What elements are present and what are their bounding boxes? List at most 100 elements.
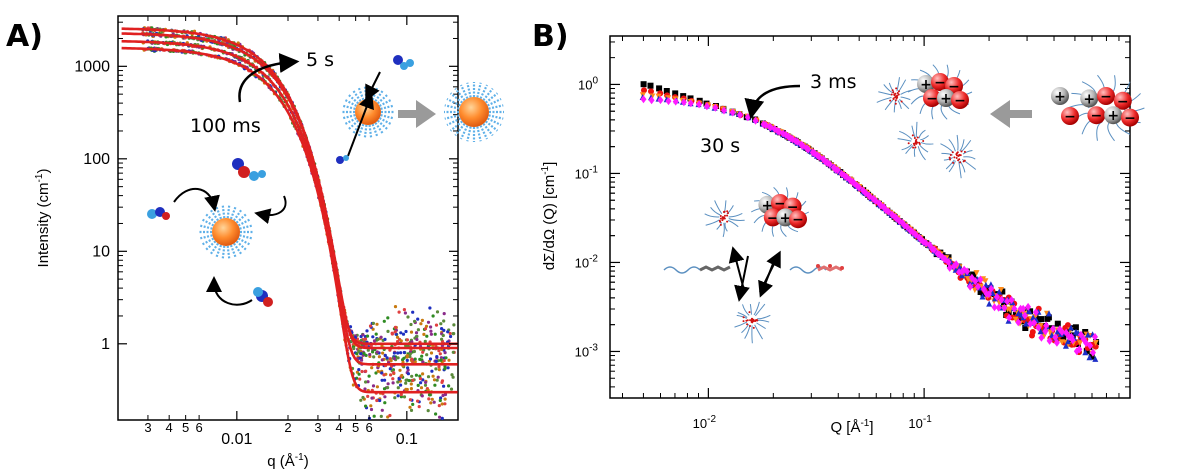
data-point — [805, 145, 812, 154]
corona-chain — [446, 117, 461, 127]
positive-charge-icon — [1051, 87, 1069, 105]
core-bead — [949, 158, 952, 161]
data-point — [425, 353, 429, 357]
corona-chain — [239, 234, 254, 240]
corona-chain — [454, 87, 466, 101]
core-bead — [719, 214, 722, 217]
panel-b-y-axis-label: dΣ/dΩ (Q) [cm-1] — [540, 162, 558, 271]
corona-chain — [357, 87, 365, 101]
data-point — [414, 373, 418, 377]
core-bead — [895, 87, 898, 90]
data-point — [834, 166, 841, 175]
data-point — [1087, 341, 1094, 350]
data-point — [672, 90, 679, 97]
charge-sign: − — [1100, 89, 1112, 105]
data-point — [435, 355, 439, 359]
data-point — [998, 295, 1005, 304]
negative-charge-icon — [931, 73, 949, 91]
corona-chain — [204, 240, 217, 252]
data-point — [696, 100, 703, 109]
corona-chain — [226, 204, 231, 219]
data-point — [424, 380, 428, 384]
data-point — [371, 384, 376, 388]
data-point — [418, 377, 423, 381]
data-point — [366, 394, 370, 398]
data-point — [375, 385, 379, 389]
corona-chain — [235, 240, 248, 252]
data-point — [402, 308, 406, 312]
data-point — [996, 288, 1003, 295]
corona-chain — [920, 142, 934, 145]
data-point — [396, 380, 400, 384]
data-point — [1006, 313, 1013, 322]
data-point — [1068, 324, 1074, 331]
negative-charge-icon — [1061, 107, 1079, 125]
data-point — [435, 378, 439, 382]
data-point — [440, 402, 444, 406]
data-point — [357, 368, 361, 372]
core-bead — [913, 136, 916, 139]
charge-sign: − — [1064, 109, 1076, 125]
panel-b-exchange-arrow — [728, 246, 745, 291]
data-point — [369, 407, 374, 412]
panel-b-x-axis-label: Q [Å-1] — [830, 418, 873, 436]
core-bead — [742, 320, 745, 323]
panel-a-time-arrow — [238, 53, 300, 103]
data-point — [442, 384, 446, 388]
data-point — [362, 351, 366, 356]
data-point — [987, 281, 994, 288]
core-bead — [916, 136, 919, 139]
data-point — [389, 359, 393, 363]
data-point — [443, 351, 447, 355]
data-point — [1053, 338, 1060, 347]
data-point — [665, 97, 672, 106]
core-bead — [952, 161, 955, 164]
data-point — [441, 333, 445, 338]
data-point — [440, 327, 444, 331]
corona-chain — [919, 144, 929, 153]
panel-b-illustrations: + − −− + − + − −− + −+−+ − −− + − — [704, 64, 1145, 344]
micelle-icon — [444, 82, 504, 142]
data-point — [1042, 327, 1049, 336]
data-point — [440, 416, 444, 420]
data-point — [379, 335, 383, 339]
core-bead — [892, 91, 895, 94]
corona-chain — [466, 82, 472, 98]
core-bead — [749, 319, 752, 322]
data-point — [436, 375, 440, 379]
data-point — [419, 322, 423, 326]
data-point — [380, 358, 384, 362]
data-point — [392, 371, 396, 375]
corona-chain — [917, 146, 926, 161]
charge-sign: − — [948, 79, 960, 95]
data-point — [423, 327, 428, 331]
core-bead — [719, 223, 722, 226]
charge-sign: − — [934, 75, 946, 91]
corona-chain — [363, 86, 368, 100]
data-point — [365, 334, 370, 338]
data-point — [370, 396, 374, 400]
data-point — [398, 368, 402, 372]
data-point — [444, 356, 448, 360]
x-tick-label: 10-2 — [693, 414, 717, 431]
corona-chain — [377, 119, 389, 131]
data-point — [382, 373, 386, 377]
data-point — [428, 357, 433, 361]
core-bead — [955, 156, 958, 159]
data-point — [390, 332, 394, 336]
data-point — [443, 397, 447, 401]
data-point — [953, 260, 960, 269]
corona-chain — [380, 114, 394, 120]
charge-sign: + — [1107, 108, 1119, 124]
data-point — [402, 350, 406, 355]
panel-b-time-arrow — [744, 84, 801, 120]
corona-chain — [948, 160, 956, 173]
data-point — [364, 380, 368, 384]
core-bead — [896, 91, 899, 94]
corona-chain — [897, 138, 912, 142]
data-point — [371, 335, 375, 339]
data-point — [429, 325, 433, 329]
core-bead — [750, 317, 753, 320]
data-point — [1092, 355, 1099, 362]
micelle-core — [212, 218, 240, 246]
